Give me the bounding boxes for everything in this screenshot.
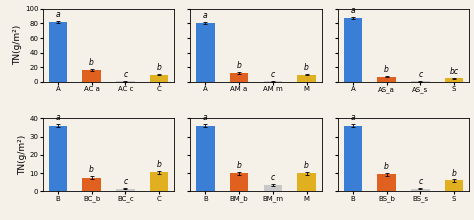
Text: b: b bbox=[237, 61, 242, 70]
Text: c: c bbox=[123, 70, 128, 79]
Text: b: b bbox=[304, 161, 309, 170]
Bar bbox=[116, 189, 135, 191]
Text: a: a bbox=[55, 10, 60, 19]
Bar bbox=[196, 126, 215, 191]
Text: b: b bbox=[304, 63, 309, 72]
Bar bbox=[150, 75, 168, 82]
Text: b: b bbox=[89, 58, 94, 67]
Bar bbox=[377, 77, 396, 82]
Bar bbox=[264, 185, 282, 191]
Y-axis label: TN(g/m²): TN(g/m²) bbox=[18, 135, 27, 175]
Text: a: a bbox=[203, 113, 208, 122]
Text: c: c bbox=[418, 70, 422, 79]
Bar bbox=[377, 174, 396, 191]
Text: b: b bbox=[384, 65, 389, 74]
Bar bbox=[344, 18, 362, 82]
Text: b: b bbox=[452, 169, 456, 178]
Bar bbox=[344, 126, 362, 191]
Bar bbox=[82, 178, 101, 191]
Bar bbox=[297, 75, 316, 82]
Bar bbox=[230, 73, 248, 82]
Y-axis label: TN(g/m²): TN(g/m²) bbox=[13, 25, 22, 65]
Text: b: b bbox=[156, 160, 162, 169]
Text: bc: bc bbox=[449, 67, 458, 76]
Text: c: c bbox=[418, 177, 422, 186]
Text: a: a bbox=[351, 113, 355, 122]
Text: c: c bbox=[271, 173, 275, 182]
Text: b: b bbox=[156, 63, 162, 72]
Bar bbox=[49, 22, 67, 82]
Bar bbox=[196, 23, 215, 82]
Text: c: c bbox=[123, 177, 128, 186]
Text: c: c bbox=[271, 70, 275, 79]
Bar bbox=[82, 70, 101, 82]
Text: a: a bbox=[351, 6, 355, 15]
Bar bbox=[49, 126, 67, 191]
Text: a: a bbox=[55, 113, 60, 122]
Text: b: b bbox=[237, 161, 242, 170]
Bar bbox=[297, 173, 316, 191]
Bar bbox=[411, 189, 429, 191]
Bar bbox=[116, 81, 135, 82]
Bar bbox=[445, 180, 463, 191]
Text: a: a bbox=[203, 11, 208, 20]
Bar bbox=[411, 81, 429, 82]
Bar bbox=[264, 81, 282, 82]
Text: b: b bbox=[384, 162, 389, 171]
Bar bbox=[150, 172, 168, 191]
Text: b: b bbox=[89, 165, 94, 174]
Bar bbox=[445, 78, 463, 82]
Bar bbox=[230, 173, 248, 191]
